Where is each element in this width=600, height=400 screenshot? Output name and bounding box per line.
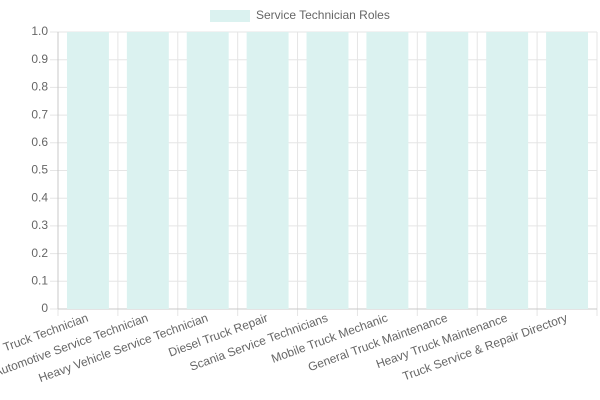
bar [66,32,109,309]
bar [186,32,229,309]
bar [486,32,529,309]
y-tick-label: 0.5 [31,163,48,177]
y-tick-label: 0 [41,301,48,315]
y-tick-label: 0.2 [31,246,48,260]
y-tick-label: 0.4 [31,190,48,204]
bar [546,32,589,309]
bar [366,32,409,309]
y-tick-label: 0.3 [31,218,48,232]
legend-label: Service Technician Roles [256,8,390,22]
y-tick-label: 0.8 [31,80,48,94]
bar [246,32,289,309]
y-tick-label: 0.9 [31,52,48,66]
y-tick-label: 0.7 [31,107,48,121]
y-tick-label: 1.0 [31,24,48,38]
y-tick-label: 0.1 [31,273,48,287]
bar [126,32,169,309]
legend-swatch [210,10,250,22]
bar [426,32,469,309]
y-tick-label: 0.6 [31,135,48,149]
bar [306,32,349,309]
